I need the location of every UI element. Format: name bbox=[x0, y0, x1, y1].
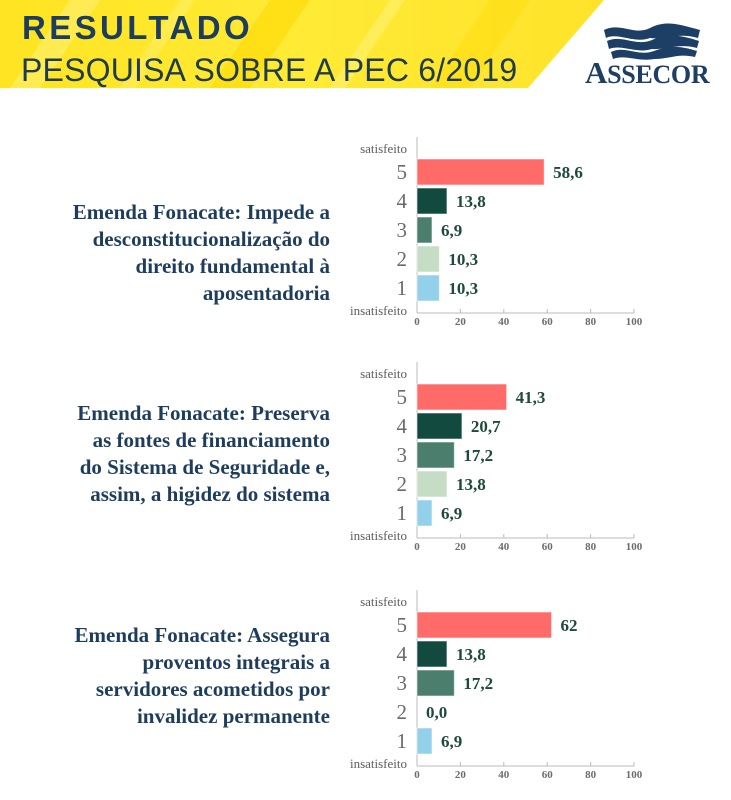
value-label: 41,3 bbox=[516, 388, 546, 407]
title-line: do Sistema de Seguridade e, bbox=[79, 455, 330, 479]
x-tick-label: 80 bbox=[585, 541, 597, 553]
logo-text-rest: SSECOR bbox=[607, 60, 710, 89]
title-line: Emenda Fonacate: Impede a bbox=[72, 200, 330, 224]
title-line: aposentadoria bbox=[202, 281, 330, 305]
value-label: 0,0 bbox=[426, 703, 447, 722]
scale-bottom-label: insatisfeito bbox=[350, 528, 407, 543]
category-label: 3 bbox=[397, 443, 408, 467]
x-tick-label: 60 bbox=[542, 316, 554, 328]
title-line: desconstitucionalização do bbox=[92, 227, 330, 251]
category-label: 5 bbox=[397, 613, 408, 637]
title-line: direito fundamental à bbox=[135, 254, 330, 278]
value-label: 17,2 bbox=[463, 446, 493, 465]
chart-2: 0 20 40 60 80 100 satisfeito insatisfeito 5 41,3 4… bbox=[350, 362, 643, 553]
x-tick-label: 80 bbox=[585, 769, 597, 781]
category-label: 2 bbox=[397, 472, 408, 496]
scale-top-label: satisfeito bbox=[360, 141, 407, 156]
bar-3 bbox=[416, 216, 433, 244]
assecor-logo: ASSECOR bbox=[582, 20, 717, 90]
bar-5 bbox=[416, 611, 553, 639]
x-tick-label: 20 bbox=[455, 541, 467, 553]
category-label: 3 bbox=[397, 671, 408, 695]
x-tick-label: 20 bbox=[455, 769, 467, 781]
bar-2 bbox=[416, 245, 440, 273]
waves-icon bbox=[604, 23, 700, 60]
title-line: proventos integrais a bbox=[142, 650, 330, 674]
category-label: 5 bbox=[397, 160, 408, 184]
bar-1 bbox=[416, 499, 433, 527]
x-tick-label: 40 bbox=[498, 541, 510, 553]
bar-4 bbox=[416, 640, 448, 668]
bar-5 bbox=[416, 158, 545, 186]
bar-1 bbox=[416, 274, 440, 302]
logo-text-initial: A bbox=[585, 55, 608, 90]
chart-2-title: Emenda Fonacate: Preserva as fontes de f… bbox=[20, 400, 330, 508]
bar-4 bbox=[416, 187, 448, 215]
chart-1-title: Emenda Fonacate: Impede a desconstitucio… bbox=[20, 199, 330, 307]
value-label: 10,3 bbox=[448, 279, 478, 298]
category-label: 2 bbox=[397, 247, 408, 271]
category-label: 4 bbox=[397, 189, 408, 213]
x-tick-label: 100 bbox=[626, 316, 643, 328]
value-label: 62 bbox=[561, 616, 578, 635]
x-tick-label: 0 bbox=[414, 316, 420, 328]
bar-2 bbox=[416, 470, 448, 498]
x-tick-label: 100 bbox=[626, 541, 643, 553]
bar-1 bbox=[416, 727, 433, 755]
x-tick-label: 60 bbox=[542, 541, 554, 553]
value-label: 6,9 bbox=[441, 732, 462, 751]
category-label: 5 bbox=[397, 385, 408, 409]
category-label: 2 bbox=[397, 700, 408, 724]
x-tick-label: 0 bbox=[414, 769, 420, 781]
category-label: 4 bbox=[397, 642, 408, 666]
chart-1: 0 20 40 60 80 100 satisfeito insatisfeito 5 58,6 4… bbox=[350, 137, 643, 328]
scale-top-label: satisfeito bbox=[360, 366, 407, 381]
bar-3 bbox=[416, 669, 455, 697]
x-tick-label: 60 bbox=[542, 769, 554, 781]
value-label: 17,2 bbox=[463, 674, 493, 693]
title-line: Emenda Fonacate: Preserva bbox=[77, 401, 330, 425]
bar-3 bbox=[416, 441, 455, 469]
x-tick-label: 80 bbox=[585, 316, 597, 328]
value-label: 20,7 bbox=[471, 417, 501, 436]
value-label: 13,8 bbox=[456, 645, 486, 664]
scale-top-label: satisfeito bbox=[360, 594, 407, 609]
chart-3-title: Emenda Fonacate: Assegura proventos inte… bbox=[20, 622, 331, 730]
value-label: 58,6 bbox=[553, 163, 583, 182]
value-label: 6,9 bbox=[441, 504, 462, 523]
title-line: Emenda Fonacate: Assegura bbox=[74, 623, 331, 647]
scale-bottom-label: insatisfeito bbox=[350, 756, 407, 771]
x-tick-label: 100 bbox=[626, 769, 643, 781]
x-tick-label: 40 bbox=[498, 316, 510, 328]
page-title: RESULTADO bbox=[22, 9, 254, 46]
x-tick-label: 20 bbox=[455, 316, 467, 328]
page-subtitle: PESQUISA SOBRE A PEC 6/2019 bbox=[21, 52, 518, 88]
title-line: as fontes de financiamento bbox=[92, 428, 330, 452]
logo-text: ASSECOR bbox=[585, 57, 710, 89]
title-line: assim, a higidez do sistema bbox=[90, 482, 330, 506]
value-label: 10,3 bbox=[448, 250, 478, 269]
category-label: 1 bbox=[397, 276, 408, 300]
category-label: 3 bbox=[397, 218, 408, 242]
value-label: 13,8 bbox=[456, 192, 486, 211]
header-banner bbox=[0, 0, 604, 88]
scale-bottom-label: insatisfeito bbox=[350, 303, 407, 318]
title-line: servidores acometidos por bbox=[95, 677, 330, 701]
x-tick-label: 0 bbox=[414, 541, 420, 553]
x-tick-label: 40 bbox=[498, 769, 510, 781]
title-line: invalidez permanente bbox=[136, 704, 330, 728]
category-label: 1 bbox=[397, 729, 408, 753]
category-label: 1 bbox=[397, 501, 408, 525]
value-label: 6,9 bbox=[441, 221, 462, 240]
value-label: 13,8 bbox=[456, 475, 486, 494]
category-label: 4 bbox=[397, 414, 408, 438]
bar-5 bbox=[416, 383, 508, 411]
bar-4 bbox=[416, 412, 463, 440]
